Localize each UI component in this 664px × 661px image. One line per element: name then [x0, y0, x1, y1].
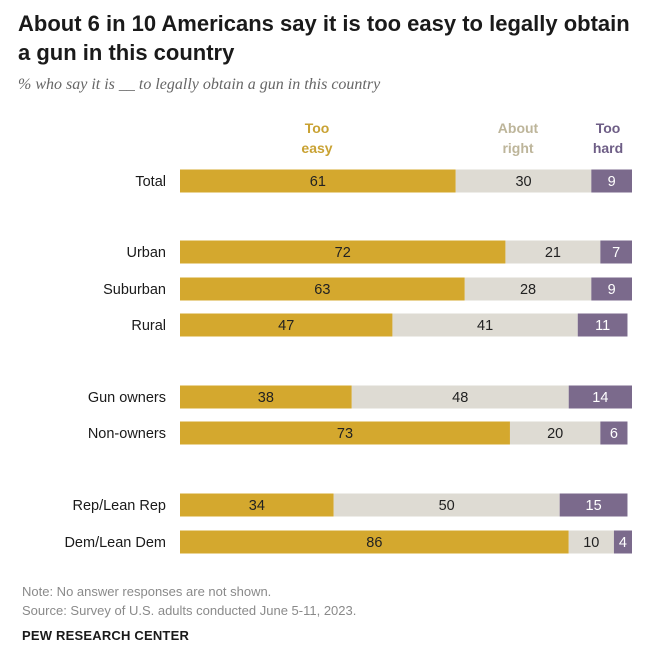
- value-label-rep-lean-rep-about-right: 50: [439, 498, 455, 514]
- bar-dem-lean-dem-too-hard: [613, 530, 632, 554]
- bar-total-about-right: [455, 169, 592, 193]
- legend-about-right-line2: right: [502, 140, 534, 156]
- legend-too-easy-line1: Too: [304, 120, 330, 136]
- chart-subtitle: % who say it is __ to legally obtain a g…: [18, 76, 381, 93]
- bar-rep-lean-rep-too-easy: [180, 493, 334, 517]
- value-label-urban-about-right: 21: [545, 245, 561, 261]
- value-label-rep-lean-rep-too-hard: 15: [586, 498, 602, 514]
- bar-total-too-easy: [180, 169, 456, 193]
- value-label-total-too-hard: 9: [608, 174, 616, 190]
- value-label-total-about-right: 30: [515, 174, 531, 190]
- value-label-rural-too-easy: 47: [278, 318, 294, 334]
- bar-urban-about-right: [505, 240, 601, 264]
- value-label-dem-lean-dem-about-right: 10: [583, 535, 599, 551]
- bar-dem-lean-dem-about-right: [568, 530, 614, 554]
- legend-too-easy: Too easy: [292, 118, 342, 158]
- value-label-rural-about-right: 41: [477, 318, 493, 334]
- row-label-dem-lean-dem: Dem/Lean Dem: [64, 535, 166, 551]
- legend-too-hard-line2: hard: [592, 140, 624, 156]
- bar-rep-lean-rep-about-right: [333, 493, 560, 517]
- value-label-non-owners-too-hard: 6: [610, 426, 618, 442]
- value-label-suburban-too-hard: 9: [608, 282, 616, 298]
- chart-source: Source: Survey of U.S. adults conducted …: [22, 603, 357, 618]
- value-label-gun-owners-too-easy: 38: [258, 390, 274, 406]
- value-label-gun-owners-about-right: 48: [452, 390, 468, 406]
- row-label-total: Total: [135, 174, 166, 190]
- bar-rep-lean-rep-too-hard: [559, 493, 628, 517]
- bar-rural-about-right: [392, 313, 578, 337]
- bar-gun-owners-too-easy: [180, 385, 352, 409]
- row-label-non-owners: Non-owners: [88, 426, 166, 442]
- bar-non-owners-too-easy: [180, 421, 510, 445]
- bar-dem-lean-dem-too-easy: [180, 530, 569, 554]
- row-label-suburban: Suburban: [103, 282, 166, 298]
- value-label-urban-too-easy: 72: [335, 245, 351, 261]
- value-label-dem-lean-dem-too-easy: 86: [366, 535, 382, 551]
- row-label-gun-owners: Gun owners: [88, 390, 166, 406]
- bar-gun-owners-about-right: [351, 385, 569, 409]
- value-label-urban-too-hard: 7: [612, 245, 620, 261]
- legend-too-hard: Too hard: [588, 118, 628, 158]
- bar-rural-too-easy: [180, 313, 393, 337]
- value-label-non-owners-about-right: 20: [547, 426, 563, 442]
- row-label-rural: Rural: [131, 318, 166, 334]
- legend-about-right-line1: About: [497, 120, 539, 136]
- chart-title: About 6 in 10 Americans say it is too ea…: [18, 11, 630, 65]
- bar-non-owners-too-hard: [600, 421, 628, 445]
- bar-total-too-hard: [591, 169, 632, 193]
- bar-non-owners-about-right: [509, 421, 601, 445]
- bar-rural-too-hard: [577, 313, 628, 337]
- bar-suburban-too-hard: [591, 277, 632, 301]
- value-label-dem-lean-dem-too-hard: 4: [619, 535, 627, 551]
- value-label-total-too-easy: 61: [310, 174, 326, 190]
- bar-gun-owners-too-hard: [568, 385, 632, 409]
- row-label-rep-lean-rep: Rep/Lean Rep: [72, 498, 166, 514]
- legend-too-hard-line1: Too: [595, 120, 621, 136]
- legend-about-right: About right: [488, 118, 548, 158]
- bar-suburban-about-right: [464, 277, 592, 301]
- value-label-gun-owners-too-hard: 14: [592, 390, 608, 406]
- pew-logo-text: PEW RESEARCH CENTER: [22, 628, 190, 643]
- value-label-suburban-too-easy: 63: [314, 282, 330, 298]
- row-label-urban: Urban: [127, 245, 167, 261]
- chart-note: Note: No answer responses are not shown.: [22, 584, 272, 599]
- value-label-rep-lean-rep-too-easy: 34: [249, 498, 265, 514]
- value-label-non-owners-too-easy: 73: [337, 426, 353, 442]
- bar-urban-too-hard: [600, 240, 632, 264]
- bar-suburban-too-easy: [180, 277, 465, 301]
- value-label-suburban-about-right: 28: [520, 282, 536, 298]
- value-label-rural-too-hard: 11: [595, 318, 610, 334]
- bar-urban-too-easy: [180, 240, 506, 264]
- legend-too-easy-line2: easy: [301, 140, 333, 156]
